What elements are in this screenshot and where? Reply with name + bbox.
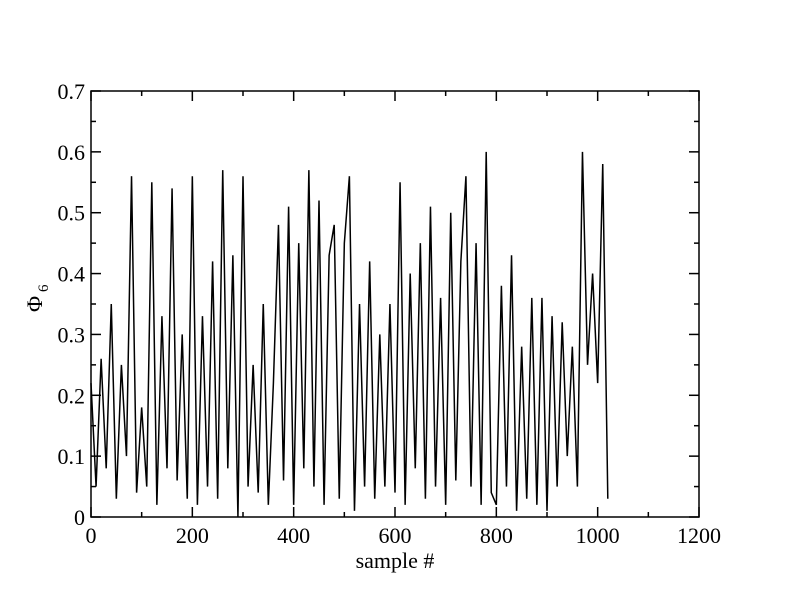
y-tick-label: 0.3 <box>58 322 86 347</box>
y-axis-label-text: Φ <box>22 296 47 312</box>
x-tick-label: 200 <box>176 523 209 548</box>
y-tick-label: 0.1 <box>58 444 86 469</box>
x-tick-label: 600 <box>379 523 412 548</box>
y-tick-label: 0 <box>74 505 85 530</box>
y-axis-label: Φ 6 <box>22 284 52 312</box>
x-tick-label: 800 <box>480 523 513 548</box>
y-tick-label: 0.6 <box>58 140 86 165</box>
x-tick-label: 0 <box>86 523 97 548</box>
y-tick-label: 0.4 <box>58 262 86 287</box>
y-tick-label: 0.5 <box>58 201 86 226</box>
y-tick-label: 0.2 <box>58 383 86 408</box>
data-line <box>90 151 609 518</box>
x-tick-label: 400 <box>277 523 310 548</box>
x-tick-label: 1000 <box>576 523 620 548</box>
y-axis-label-subscript: 6 <box>36 284 52 292</box>
y-tick-label: 0.7 <box>58 79 86 104</box>
x-tick-label: 1200 <box>677 523 721 548</box>
x-axis-label: sample # <box>356 548 435 573</box>
